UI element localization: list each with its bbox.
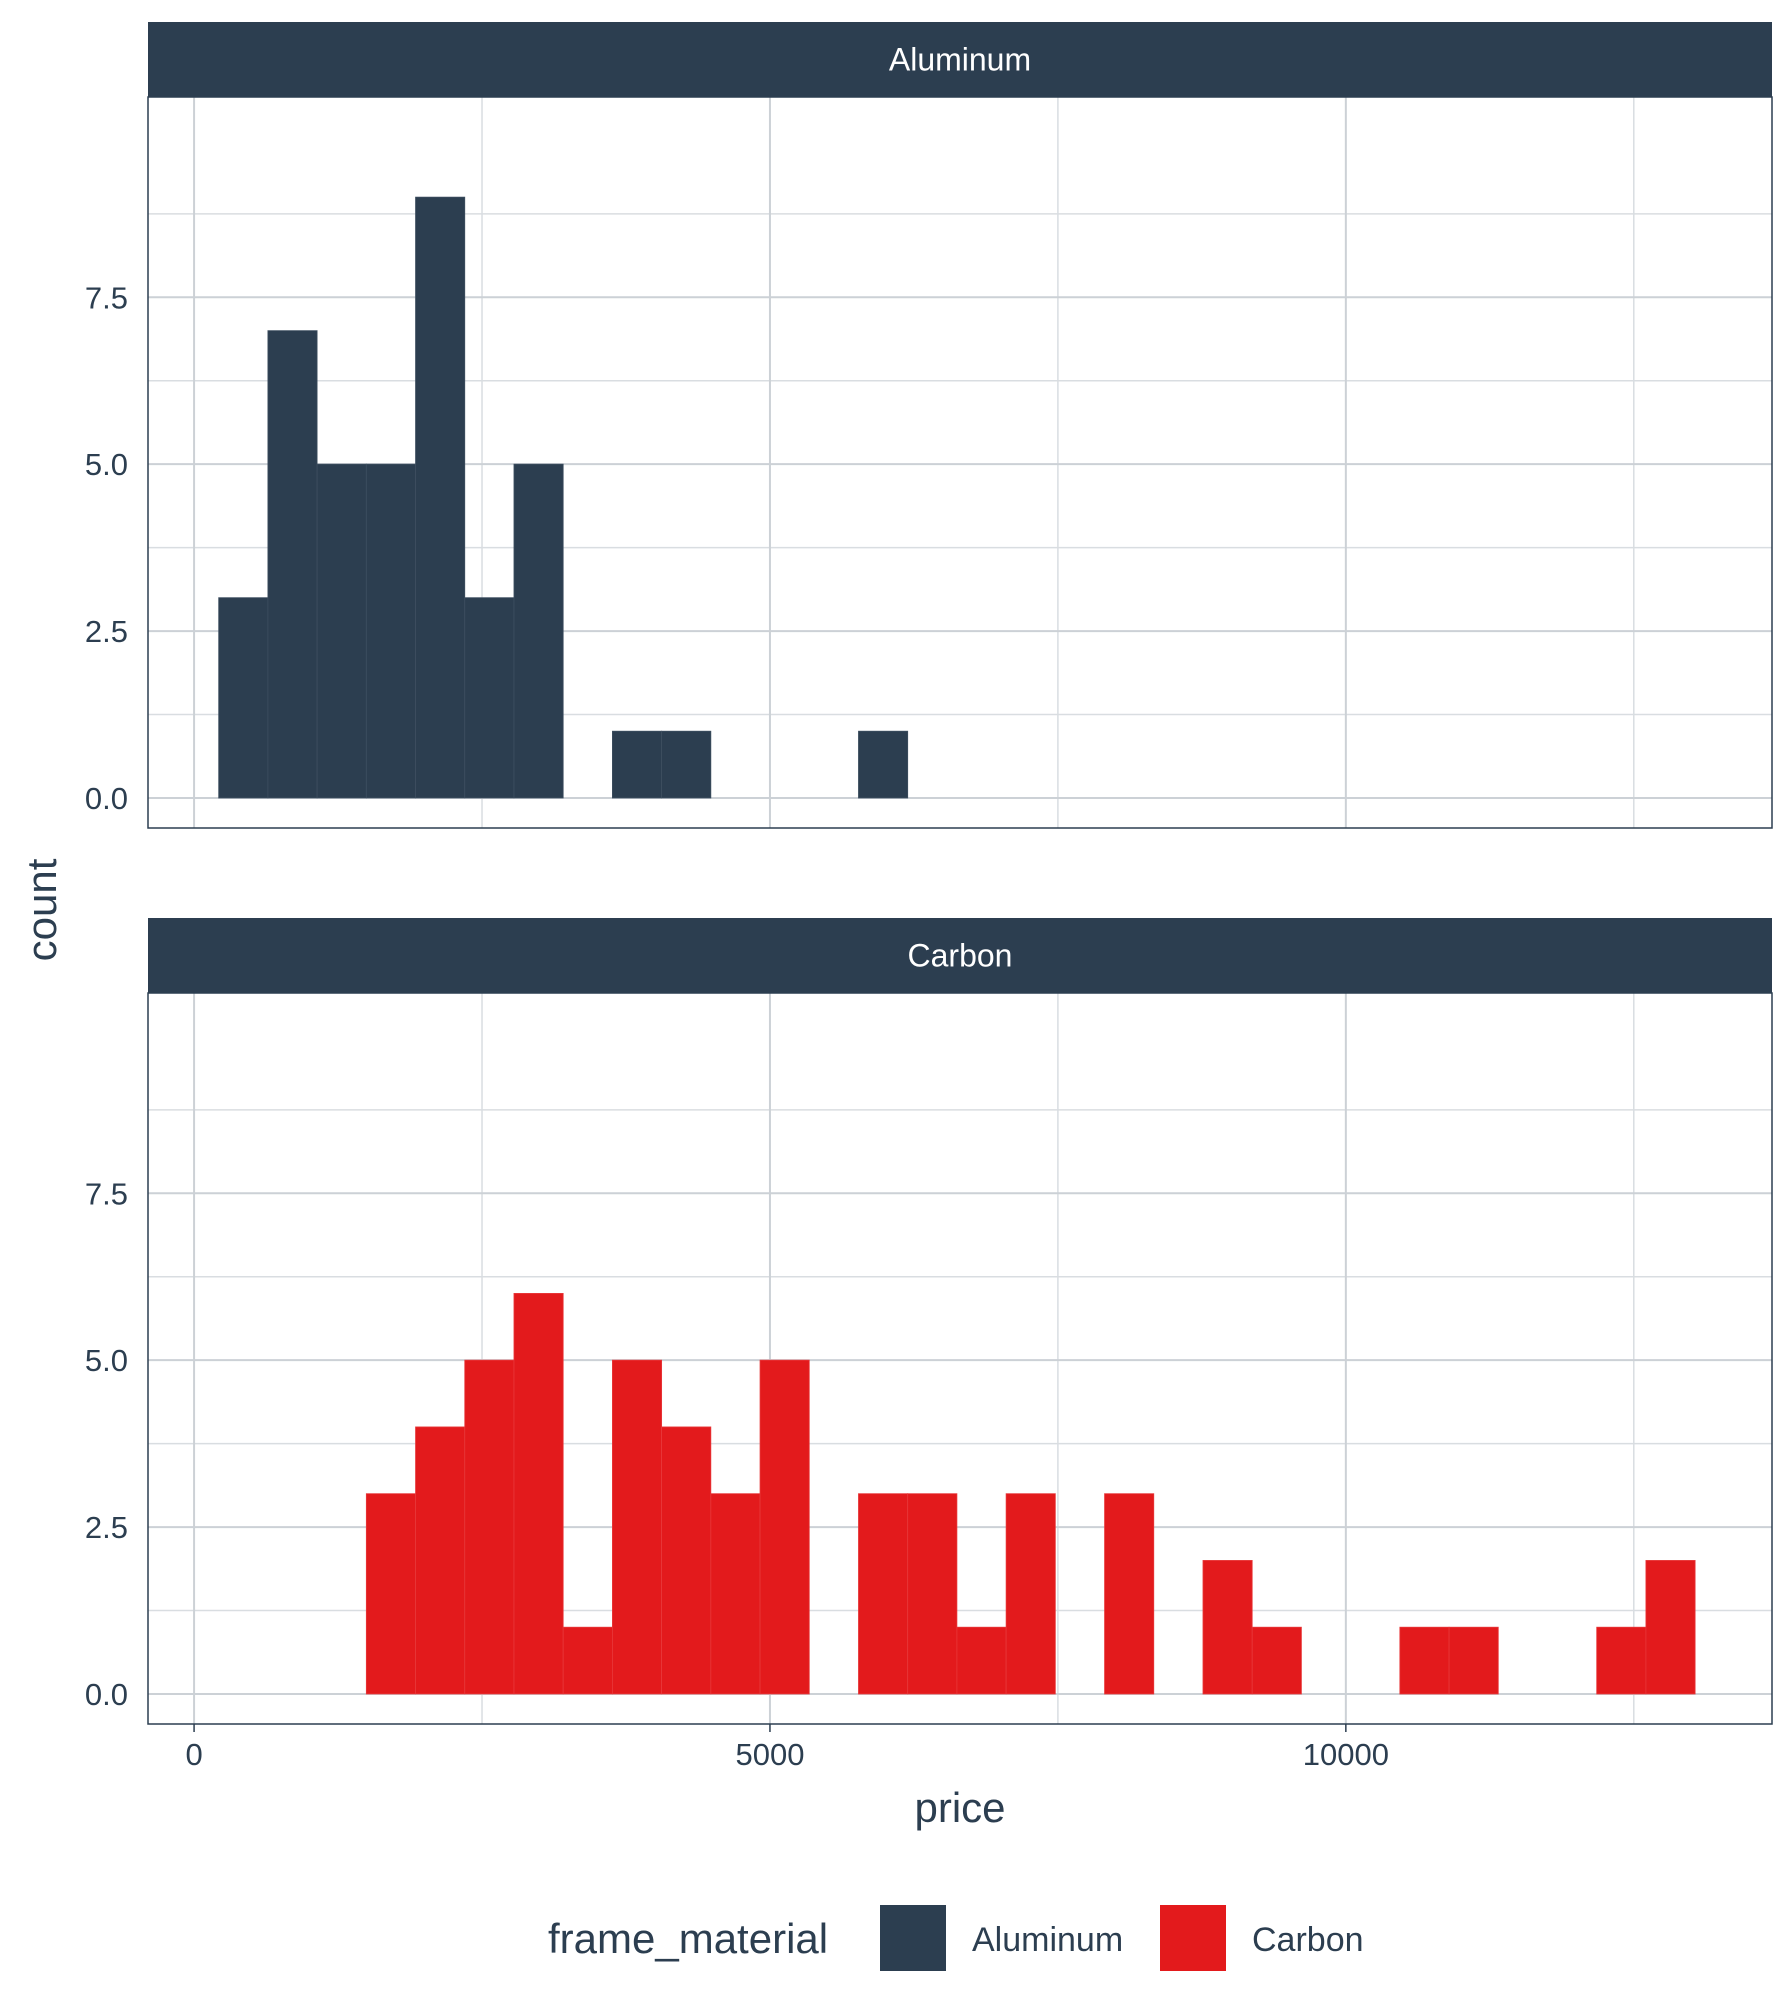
facet-strip-label: Carbon [908,938,1013,974]
facet-strip [148,22,1772,97]
histogram-bar [858,730,909,799]
histogram-bar [907,1493,958,1695]
histogram-bar [1251,1626,1302,1695]
legend: frame_material Aluminum Carbon [548,1905,1364,1971]
histogram-bar [513,463,564,799]
panel-border [147,992,1773,1725]
histogram-bar [1202,1560,1253,1695]
histogram-bar [218,597,269,799]
histogram-bar [1645,1560,1696,1695]
y-tick-label: 5.0 [85,447,128,482]
panel-border [147,96,1773,829]
y-tick-label: 2.5 [85,614,128,649]
histogram-bar [267,330,318,799]
y-tick-label: 2.5 [85,1510,128,1545]
legend-key-aluminum [880,1905,946,1971]
histogram-bar [1005,1493,1056,1695]
histogram-bar [858,1493,909,1695]
histogram-bar [415,196,466,799]
histogram-bar [612,1359,663,1695]
histogram-bar [1104,1493,1155,1695]
histogram-bar [562,1626,613,1695]
histogram-bar [661,730,712,799]
y-tick-label: 0.0 [85,1677,128,1712]
histogram-bar [464,1359,515,1695]
y-tick-label: 5.0 [85,1343,128,1378]
histogram-bar [365,1493,416,1695]
legend-label-aluminum: Aluminum [972,1921,1123,1959]
facet-panel-aluminum: Aluminum 0.0 2.5 5.0 7.5 [85,22,1773,829]
histogram-bar [612,730,663,799]
facet-strip [148,918,1772,993]
histogram-bar [710,1493,761,1695]
histogram-bar [415,1426,466,1695]
x-axis-title: price [914,1784,1005,1831]
histogram-bar [1596,1626,1647,1695]
legend-title: frame_material [548,1915,828,1962]
histogram-bar [956,1626,1007,1695]
histogram-bar [759,1359,810,1695]
x-tick-label: 10000 [1303,1737,1389,1772]
histogram-bar [464,597,515,799]
y-tick-label: 7.5 [85,280,128,315]
histogram-bar [1448,1626,1499,1695]
histogram-bar [513,1293,564,1695]
histogram-bar [661,1426,712,1695]
x-tick-label: 0 [185,1737,202,1772]
histogram-bar [365,463,416,799]
x-tick-label: 5000 [735,1737,804,1772]
y-tick-label: 7.5 [85,1176,128,1211]
histogram-bar [1399,1626,1450,1695]
legend-key-carbon [1160,1905,1226,1971]
histogram-bar [316,463,367,799]
y-axis-title: count [18,858,65,961]
y-tick-label: 0.0 [85,781,128,816]
facet-panel-carbon: Carbon 0.0 2.5 5.0 7.5 [85,918,1773,1725]
legend-label-carbon: Carbon [1252,1921,1364,1959]
facet-strip-label: Aluminum [889,42,1031,78]
